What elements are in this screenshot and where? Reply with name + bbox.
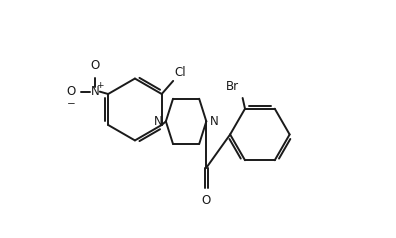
Text: O: O bbox=[202, 194, 211, 208]
Text: Cl: Cl bbox=[174, 66, 186, 79]
Text: O: O bbox=[90, 59, 100, 72]
Text: O: O bbox=[67, 85, 76, 98]
Text: −: − bbox=[67, 99, 76, 109]
Text: Br: Br bbox=[226, 79, 239, 93]
Text: N: N bbox=[154, 115, 163, 128]
Text: N: N bbox=[91, 85, 99, 98]
Text: +: + bbox=[95, 81, 103, 90]
Text: N: N bbox=[209, 115, 218, 128]
